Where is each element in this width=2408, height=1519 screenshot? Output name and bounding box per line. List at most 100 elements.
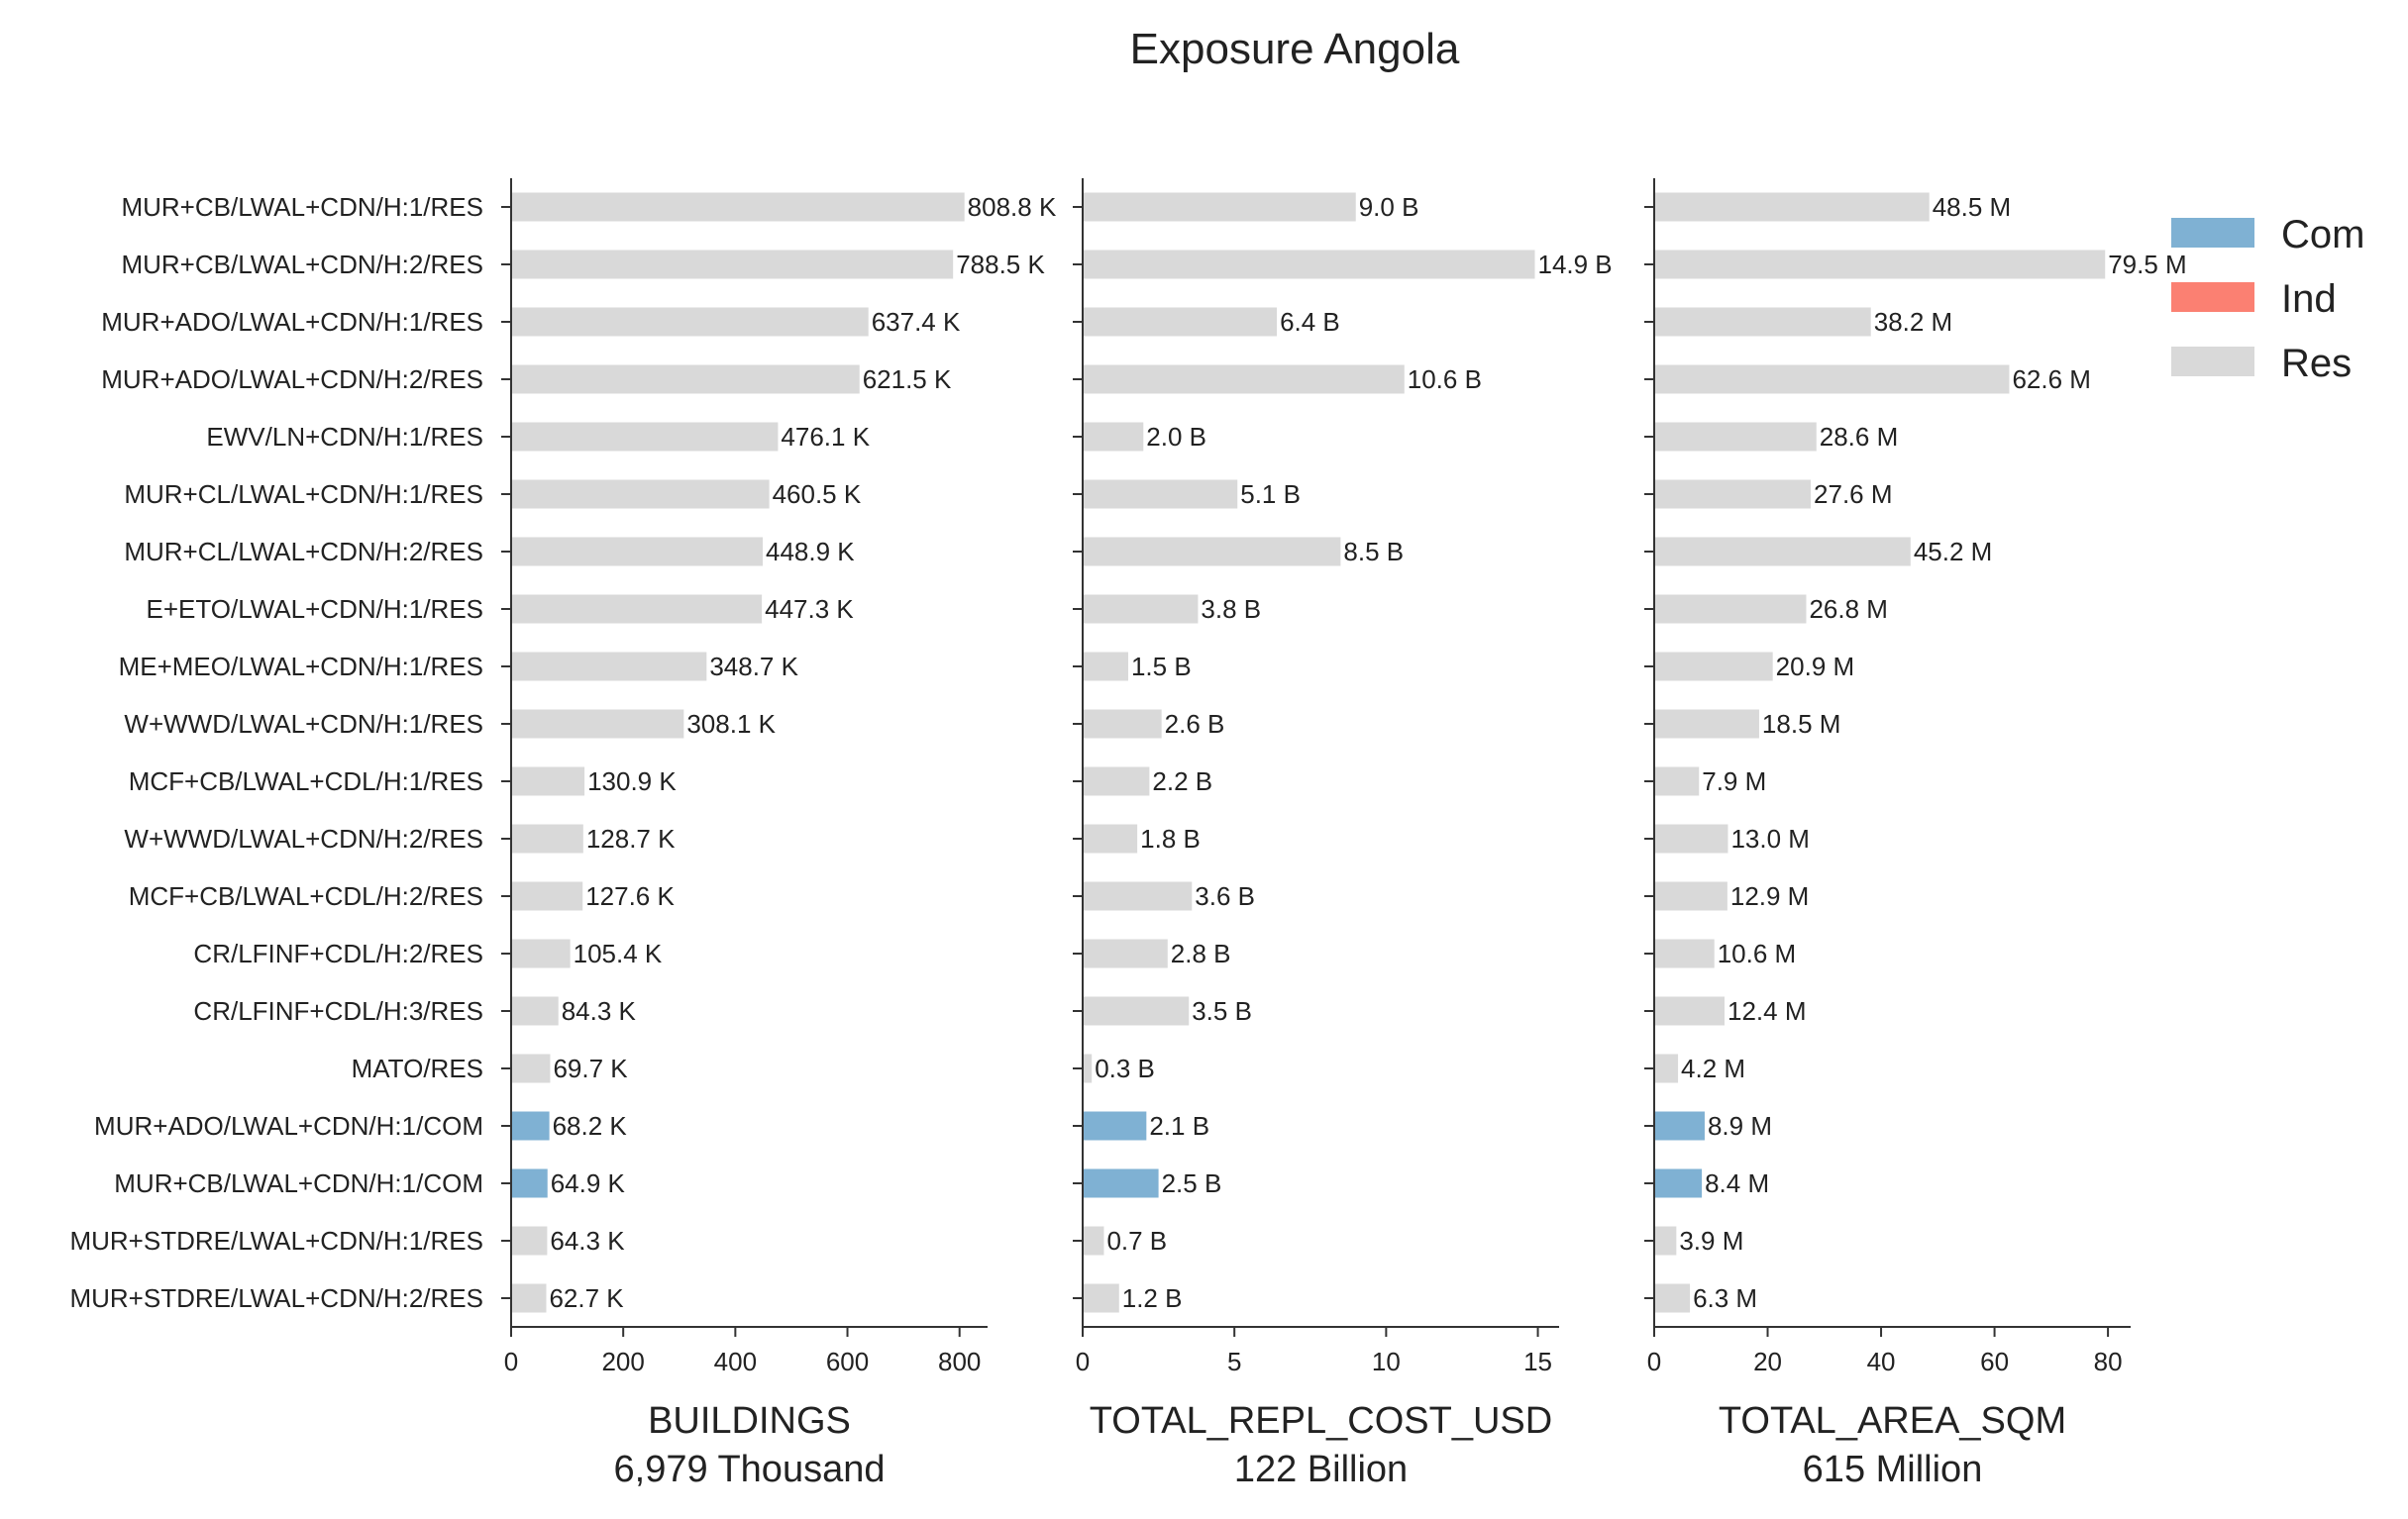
- bar-9: [1654, 652, 1773, 681]
- data-label: 62.7 K: [549, 1283, 624, 1313]
- x-tick-label: 0: [1076, 1347, 1090, 1376]
- bar-8: [1654, 594, 1807, 624]
- bar-11: [1654, 766, 1700, 796]
- bar-12: [1654, 824, 1728, 854]
- data-label: 2.6 B: [1165, 709, 1225, 739]
- data-label: 12.4 M: [1727, 996, 1807, 1026]
- data-label: 788.5 K: [956, 250, 1045, 279]
- bar-11: [511, 766, 585, 796]
- data-label: 9.0 B: [1359, 192, 1419, 222]
- x-axis-total: 122 Billion: [1234, 1449, 1408, 1490]
- category-label: MUR+CL/LWAL+CDN/H:1/RES: [124, 479, 483, 509]
- bar-3: [511, 307, 869, 337]
- bar-1: [1654, 192, 1930, 222]
- bar-7: [1654, 537, 1911, 566]
- bar-7: [1083, 537, 1341, 566]
- data-label: 28.6 M: [1820, 422, 1899, 452]
- data-label: 1.2 B: [1122, 1283, 1183, 1313]
- x-tick-label: 60: [1980, 1347, 2009, 1376]
- bar-18: [511, 1168, 548, 1198]
- bar-18: [1083, 1168, 1159, 1198]
- x-tick-label: 800: [938, 1347, 981, 1376]
- bar-1: [511, 192, 965, 222]
- bar-17: [1083, 1111, 1147, 1141]
- bar-4: [1083, 364, 1405, 394]
- data-label: 6.3 M: [1693, 1283, 1757, 1313]
- bar-12: [511, 824, 583, 854]
- data-label: 14.9 B: [1537, 250, 1612, 279]
- data-label: 4.2 M: [1681, 1054, 1745, 1083]
- data-label: 6.4 B: [1280, 307, 1340, 337]
- x-tick-label: 20: [1753, 1347, 1782, 1376]
- data-label: 20.9 M: [1776, 652, 1855, 681]
- category-label: MUR+ADO/LWAL+CDN/H:2/RES: [101, 364, 483, 394]
- bar-11: [1083, 766, 1150, 796]
- legend: Com Ind Res: [2171, 213, 2364, 385]
- legend-label-ind: Ind: [2281, 277, 2337, 321]
- x-axis-total: 615 Million: [1803, 1449, 1983, 1490]
- bar-20: [1654, 1283, 1691, 1313]
- bar-16: [511, 1054, 551, 1083]
- bar-17: [1654, 1111, 1705, 1141]
- bar-4: [511, 364, 860, 394]
- data-label: 62.6 M: [2012, 364, 2091, 394]
- bar-13: [511, 881, 583, 911]
- category-label: MUR+CL/LWAL+CDN/H:2/RES: [124, 537, 483, 566]
- x-tick-label: 15: [1523, 1347, 1552, 1376]
- x-tick-label: 5: [1227, 1347, 1241, 1376]
- bar-2: [1083, 250, 1535, 279]
- bar-5: [1654, 422, 1817, 452]
- x-axis-title: TOTAL_REPL_COST_USD: [1090, 1400, 1552, 1442]
- bar-2: [1654, 250, 2106, 279]
- data-label: 2.5 B: [1162, 1168, 1222, 1198]
- category-label: MCF+CB/LWAL+CDL/H:1/RES: [129, 766, 483, 796]
- bar-15: [511, 996, 559, 1026]
- data-label: 27.6 M: [1814, 479, 1893, 509]
- bar-13: [1654, 881, 1727, 911]
- category-label: MCF+CB/LWAL+CDL/H:2/RES: [129, 881, 483, 911]
- category-label: MUR+CB/LWAL+CDN/H:1/RES: [121, 192, 483, 222]
- data-label: 7.9 M: [1702, 766, 1766, 796]
- panel-total-area-sqm: 48.5 M 79.5 M 38.2 M 62.6 M 28.6 M 27.6 M 45.2…: [1644, 178, 2187, 1490]
- category-label: CR/LFINF+CDL/H:2/RES: [193, 939, 483, 968]
- data-label: 64.3 K: [550, 1226, 625, 1256]
- category-label: MUR+ADO/LWAL+CDN/H:1/RES: [101, 307, 483, 337]
- data-label: 48.5 M: [1933, 192, 2012, 222]
- x-tick-label: 200: [601, 1347, 644, 1376]
- bar-2: [511, 250, 954, 279]
- data-label: 3.8 B: [1201, 594, 1261, 624]
- data-label: 79.5 M: [2108, 250, 2187, 279]
- category-label: MUR+CB/LWAL+CDN/H:2/RES: [121, 250, 483, 279]
- bar-12: [1083, 824, 1138, 854]
- bar-6: [511, 479, 770, 509]
- data-label: 2.0 B: [1146, 422, 1206, 452]
- data-label: 1.8 B: [1140, 824, 1201, 854]
- data-label: 3.5 B: [1192, 996, 1252, 1026]
- data-label: 18.5 M: [1762, 709, 1841, 739]
- data-label: 8.4 M: [1705, 1168, 1769, 1198]
- data-label: 69.7 K: [553, 1054, 628, 1083]
- legend-swatch-res: [2171, 347, 2254, 376]
- bar-13: [1083, 881, 1193, 911]
- data-label: 621.5 K: [863, 364, 952, 394]
- bar-7: [511, 537, 764, 566]
- category-label: ME+MEO/LWAL+CDN/H:1/RES: [119, 652, 483, 681]
- data-label: 348.7 K: [709, 652, 798, 681]
- bar-14: [1654, 939, 1715, 968]
- x-tick-label: 40: [1867, 1347, 1896, 1376]
- bar-20: [511, 1283, 547, 1313]
- data-label: 2.2 B: [1152, 766, 1212, 796]
- chart-panels: 808.8 K MUR+CB/LWAL+CDN/H:1/RES 788.5 K MUR…: [69, 178, 2187, 1490]
- legend-swatch-ind: [2171, 282, 2254, 312]
- bar-5: [1083, 422, 1144, 452]
- bar-10: [1654, 709, 1759, 739]
- category-label: W+WWD/LWAL+CDN/H:2/RES: [124, 824, 483, 854]
- bar-3: [1083, 307, 1278, 337]
- x-tick-label: 0: [1647, 1347, 1661, 1376]
- category-label: EWV/LN+CDN/H:1/RES: [206, 422, 483, 452]
- x-tick-label: 400: [714, 1347, 757, 1376]
- bar-19: [511, 1226, 548, 1256]
- category-label: MUR+STDRE/LWAL+CDN/H:1/RES: [69, 1226, 483, 1256]
- bar-6: [1654, 479, 1812, 509]
